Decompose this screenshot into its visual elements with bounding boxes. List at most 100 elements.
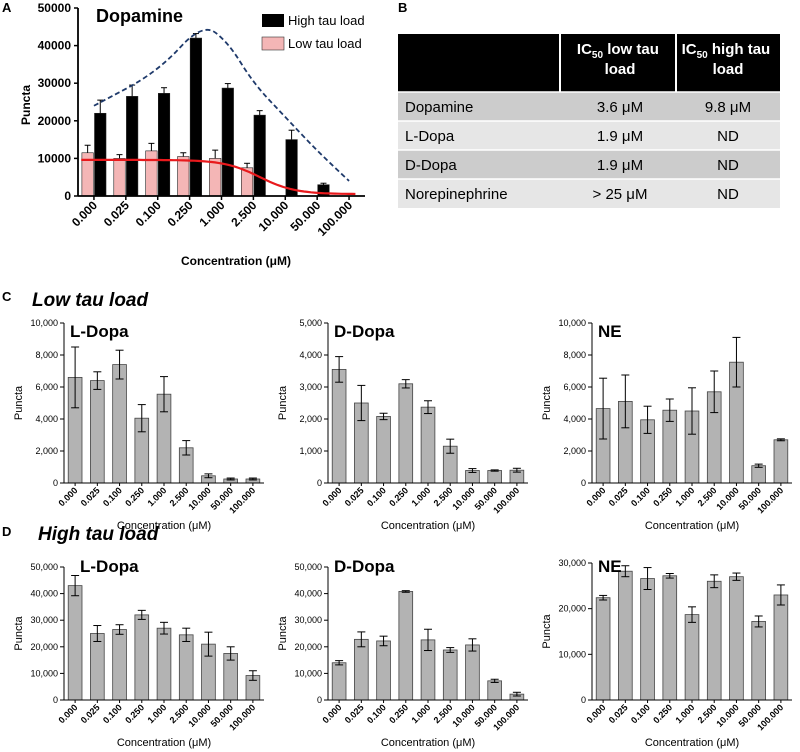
- y-tick-label: 0: [581, 695, 586, 705]
- bar: [331, 368, 347, 484]
- bar: [442, 649, 458, 701]
- chart-title: D-Dopa: [334, 557, 395, 576]
- x-tick-label: 0.000: [321, 702, 344, 725]
- y-tick-label: 20000: [38, 114, 72, 128]
- bar: [354, 638, 369, 701]
- bar: [420, 406, 436, 484]
- y-axis-label: Puncta: [13, 385, 25, 420]
- bar-high-tau: [157, 93, 171, 197]
- y-tick-label: 10000: [38, 151, 72, 165]
- chart-title: L-Dopa: [70, 322, 129, 341]
- bar-low-tau: [177, 156, 190, 197]
- x-tick-label: 1.000: [145, 485, 168, 508]
- y-tick-label: 10,000: [30, 668, 58, 678]
- table-cell-ic50-low: > 25 μM: [593, 186, 648, 203]
- bar: [67, 585, 83, 701]
- legend-swatch-high-tau: [262, 14, 284, 27]
- table-header-bg: [398, 34, 780, 92]
- x-tick-label: 0.025: [607, 485, 630, 508]
- y-tick-label: 6,000: [35, 382, 58, 392]
- x-tick-label: 0.100: [629, 485, 652, 508]
- table-row: [398, 121, 780, 150]
- bar-low-tau: [145, 150, 158, 197]
- x-tick-label: 1.000: [409, 485, 432, 508]
- x-tick-label: 0.025: [79, 702, 102, 725]
- panel-letter-c: C: [2, 289, 12, 304]
- x-tick-label: 0.000: [57, 702, 80, 725]
- y-tick-label: 0: [317, 478, 322, 488]
- x-tick-label: 0.000: [585, 485, 608, 508]
- ic50-table: IC50 low tau load IC50 high tau load Dop…: [398, 34, 780, 208]
- x-tick-label: 0.025: [79, 485, 102, 508]
- bar: [331, 662, 347, 701]
- bar: [773, 439, 789, 484]
- x-tick-label: 0.000: [321, 485, 344, 508]
- x-axis-label: Concentration (μM): [117, 520, 211, 532]
- y-tick-label: 0: [64, 189, 71, 203]
- table-cell-compound: Norepinephrine: [405, 186, 508, 203]
- y-tick-label: 5,000: [299, 318, 322, 328]
- bar-low-tau: [113, 158, 126, 197]
- x-tick-label: 1.000: [196, 198, 227, 229]
- bar: [90, 380, 105, 484]
- y-tick-label: 20,000: [30, 642, 58, 652]
- x-tick-label: 0.025: [607, 702, 630, 725]
- y-tick-label: 1,000: [299, 446, 322, 456]
- table-cell-ic50-low: 3.6 μM: [597, 99, 643, 116]
- x-tick-label: 1.000: [145, 702, 168, 725]
- bar: [112, 364, 127, 484]
- table-cell-ic50-high: ND: [717, 157, 739, 174]
- x-tick-label: 0.100: [101, 702, 124, 725]
- x-axis-label: Concentration (μM): [117, 737, 211, 749]
- table-cell-compound: L-Dopa: [405, 128, 455, 145]
- x-tick-label: 0.025: [101, 198, 132, 229]
- y-axis-label: Puncta: [541, 385, 553, 420]
- y-tick-label: 10,000: [294, 668, 322, 678]
- y-axis-label: Puncta: [277, 615, 289, 650]
- bar: [112, 629, 127, 701]
- x-axis-label: Concentration (μM): [381, 737, 475, 749]
- legend-swatch-low-tau: [261, 36, 285, 51]
- bar: [156, 627, 172, 701]
- y-tick-label: 0: [581, 478, 586, 488]
- bar: [90, 633, 105, 701]
- bar: [662, 575, 678, 701]
- y-tick-label: 10,000: [558, 649, 586, 659]
- x-tick-label: 0.250: [123, 485, 146, 508]
- y-tick-label: 2,000: [35, 446, 58, 456]
- bar-high-tau: [221, 87, 234, 197]
- y-tick-label: 4,000: [299, 350, 322, 360]
- bar: [398, 591, 414, 701]
- x-tick-label: 0.100: [629, 702, 652, 725]
- row-title-low-tau: Low tau load: [32, 290, 149, 311]
- table-cell-ic50-low: 1.9 μM: [597, 128, 643, 145]
- bar: [773, 594, 789, 701]
- bar: [134, 614, 150, 701]
- x-axis-label: Concentration (μM): [181, 254, 291, 268]
- y-axis-label: Puncta: [541, 613, 553, 648]
- legend-label-low-tau: Low tau load: [288, 36, 362, 51]
- y-tick-label: 4,000: [563, 414, 586, 424]
- y-tick-label: 8,000: [35, 350, 58, 360]
- trend-envelope: [93, 28, 350, 182]
- x-tick-label: 0.100: [365, 485, 388, 508]
- chart-d-ldopa: 0 10,000 20,000 30,000 40,000 50,000 0.000 0.02…: [13, 557, 264, 749]
- x-tick-label: 0.025: [343, 485, 366, 508]
- x-tick-label: 0.250: [651, 702, 674, 725]
- x-axis-label: Concentration (μM): [645, 520, 739, 532]
- y-tick-label: 30000: [38, 76, 72, 90]
- y-tick-label: 30,000: [30, 615, 58, 625]
- table-header-high: IC50 high tau load: [682, 41, 775, 78]
- x-tick-label: 0.025: [343, 702, 366, 725]
- y-axis-label: Puncta: [277, 385, 289, 420]
- row-title-high-tau: High tau load: [38, 524, 159, 545]
- y-tick-label: 20,000: [558, 604, 586, 614]
- x-axis-label: Concentration (μM): [645, 737, 739, 749]
- bar: [376, 640, 391, 701]
- bar: [729, 576, 744, 701]
- x-tick-label: 0.250: [165, 198, 196, 229]
- y-tick-label: 0: [53, 695, 58, 705]
- table-cell-compound: Dopamine: [405, 99, 473, 116]
- y-tick-label: 8,000: [563, 350, 586, 360]
